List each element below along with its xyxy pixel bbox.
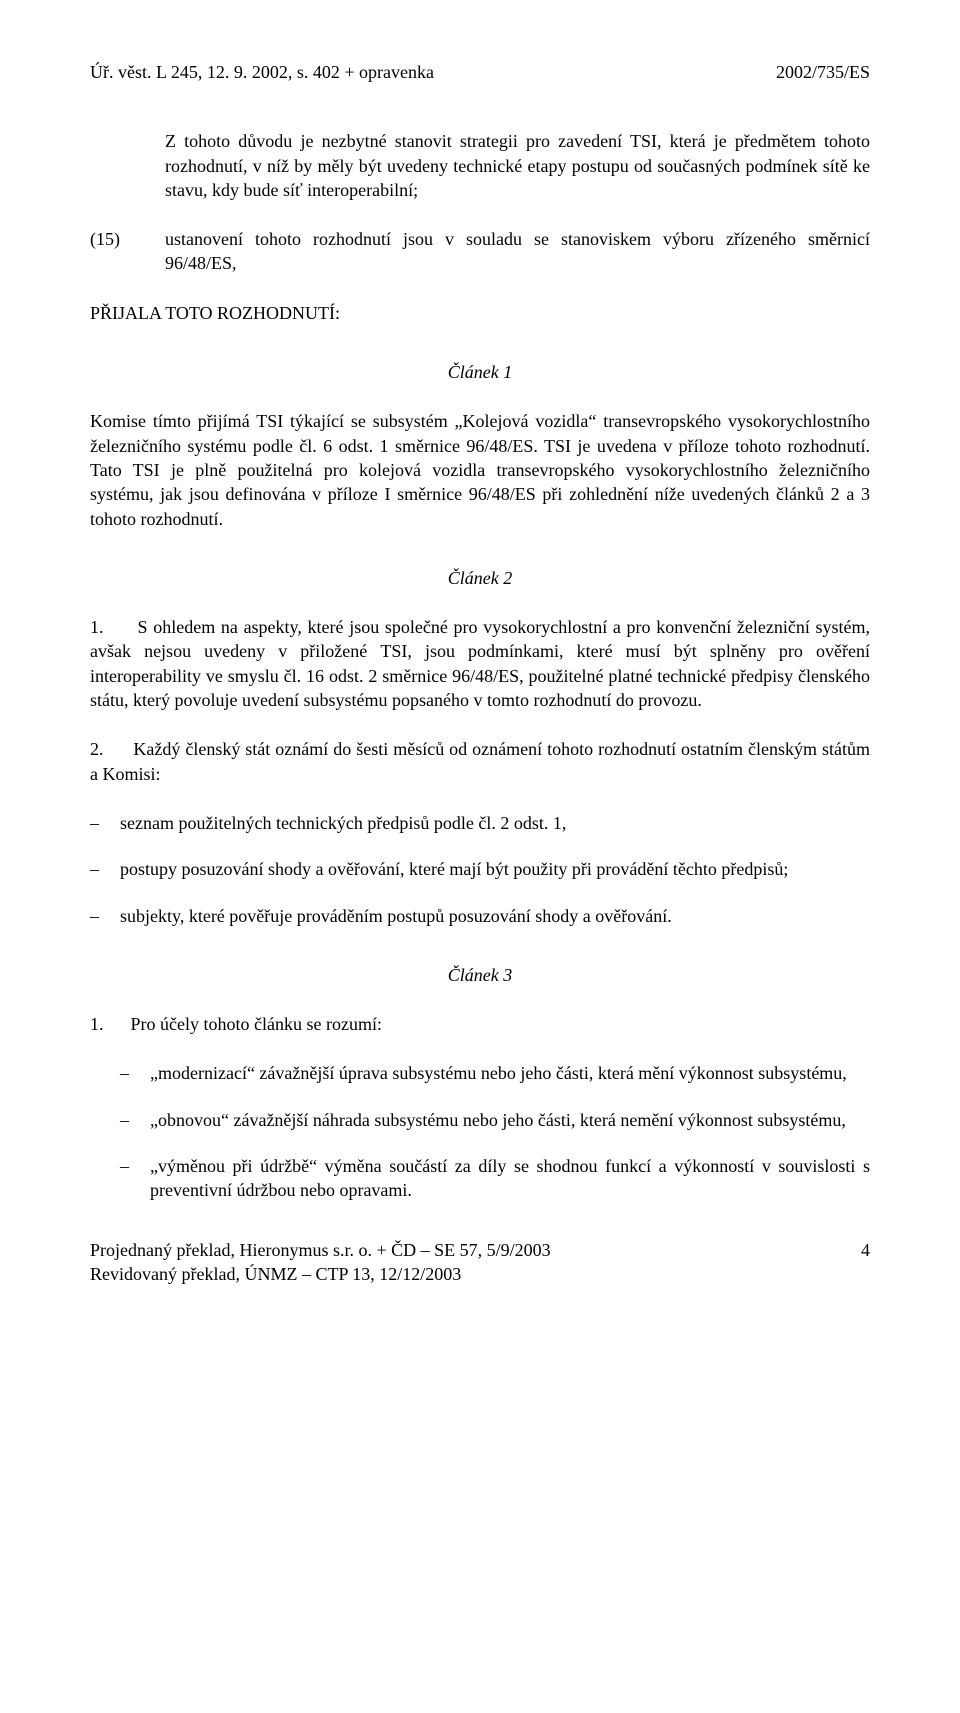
footer-row: Projednaný překlad, Hieronymus s.r. o. +… <box>90 1238 870 1287</box>
list-item-text: seznam použitelných technických předpisů… <box>120 811 870 835</box>
article-3-para-1: 1. Pro účely tohoto článku se rozumí: <box>90 1012 870 1036</box>
dash-icon: – <box>120 1108 150 1132</box>
header-row: Úř. věst. L 245, 12. 9. 2002, s. 402 + o… <box>90 60 870 84</box>
article-3-item-1: – „modernizací“ závažnější úprava subsys… <box>120 1061 870 1085</box>
article-1-heading: Článek 1 <box>90 360 870 384</box>
footer-line-1: Projednaný překlad, Hieronymus s.r. o. +… <box>90 1238 551 1262</box>
list-item-text: postupy posuzování shody a ověřování, kt… <box>120 857 870 881</box>
dash-icon: – <box>90 811 120 835</box>
dash-icon: – <box>120 1061 150 1085</box>
list-item-text: „modernizací“ závažnější úprava subsysté… <box>150 1061 870 1085</box>
article-1-body: Komise tímto přijímá TSI týkající se sub… <box>90 409 870 530</box>
list-item-text: subjekty, které pověřuje prováděním post… <box>120 904 870 928</box>
article-2-item-1: – seznam použitelných technických předpi… <box>90 811 870 835</box>
recital-number: (15) <box>90 227 165 276</box>
header-right: 2002/735/ES <box>776 60 870 84</box>
article-2-para-1: 1. S ohledem na aspekty, které jsou spol… <box>90 615 870 712</box>
list-item-text: „obnovou“ závažnější náhrada subsystému … <box>150 1108 870 1132</box>
recital-text: ustanovení tohoto rozhodnutí jsou v soul… <box>165 227 870 276</box>
article-2-heading: Článek 2 <box>90 566 870 590</box>
footer-line-2: Revidovaný překlad, ÚNMZ – CTP 13, 12/12… <box>90 1262 551 1286</box>
list-item-text: „výměnou při údržbě“ výměna součástí za … <box>150 1154 870 1203</box>
dash-icon: – <box>90 857 120 881</box>
adopted-line: PŘIJALA TOTO ROZHODNUTÍ: <box>90 301 870 325</box>
dash-icon: – <box>120 1154 150 1203</box>
article-3-heading: Článek 3 <box>90 963 870 987</box>
intro-indent-paragraph: Z tohoto důvodu je nezbytné stanovit str… <box>165 129 870 202</box>
footer-left: Projednaný překlad, Hieronymus s.r. o. +… <box>90 1238 551 1287</box>
dash-icon: – <box>90 904 120 928</box>
article-3-item-3: – „výměnou při údržbě“ výměna součástí z… <box>120 1154 870 1203</box>
article-2-para-2: 2. Každý členský stát oznámí do šesti mě… <box>90 737 870 786</box>
article-2-item-3: – subjekty, které pověřuje prováděním po… <box>90 904 870 928</box>
article-3-item-2: – „obnovou“ závažnější náhrada subsystém… <box>120 1108 870 1132</box>
article-2-item-2: – postupy posuzování shody a ověřování, … <box>90 857 870 881</box>
recital-15: (15) ustanovení tohoto rozhodnutí jsou v… <box>90 227 870 276</box>
footer-page-number: 4 <box>861 1238 870 1287</box>
header-left: Úř. věst. L 245, 12. 9. 2002, s. 402 + o… <box>90 60 434 84</box>
